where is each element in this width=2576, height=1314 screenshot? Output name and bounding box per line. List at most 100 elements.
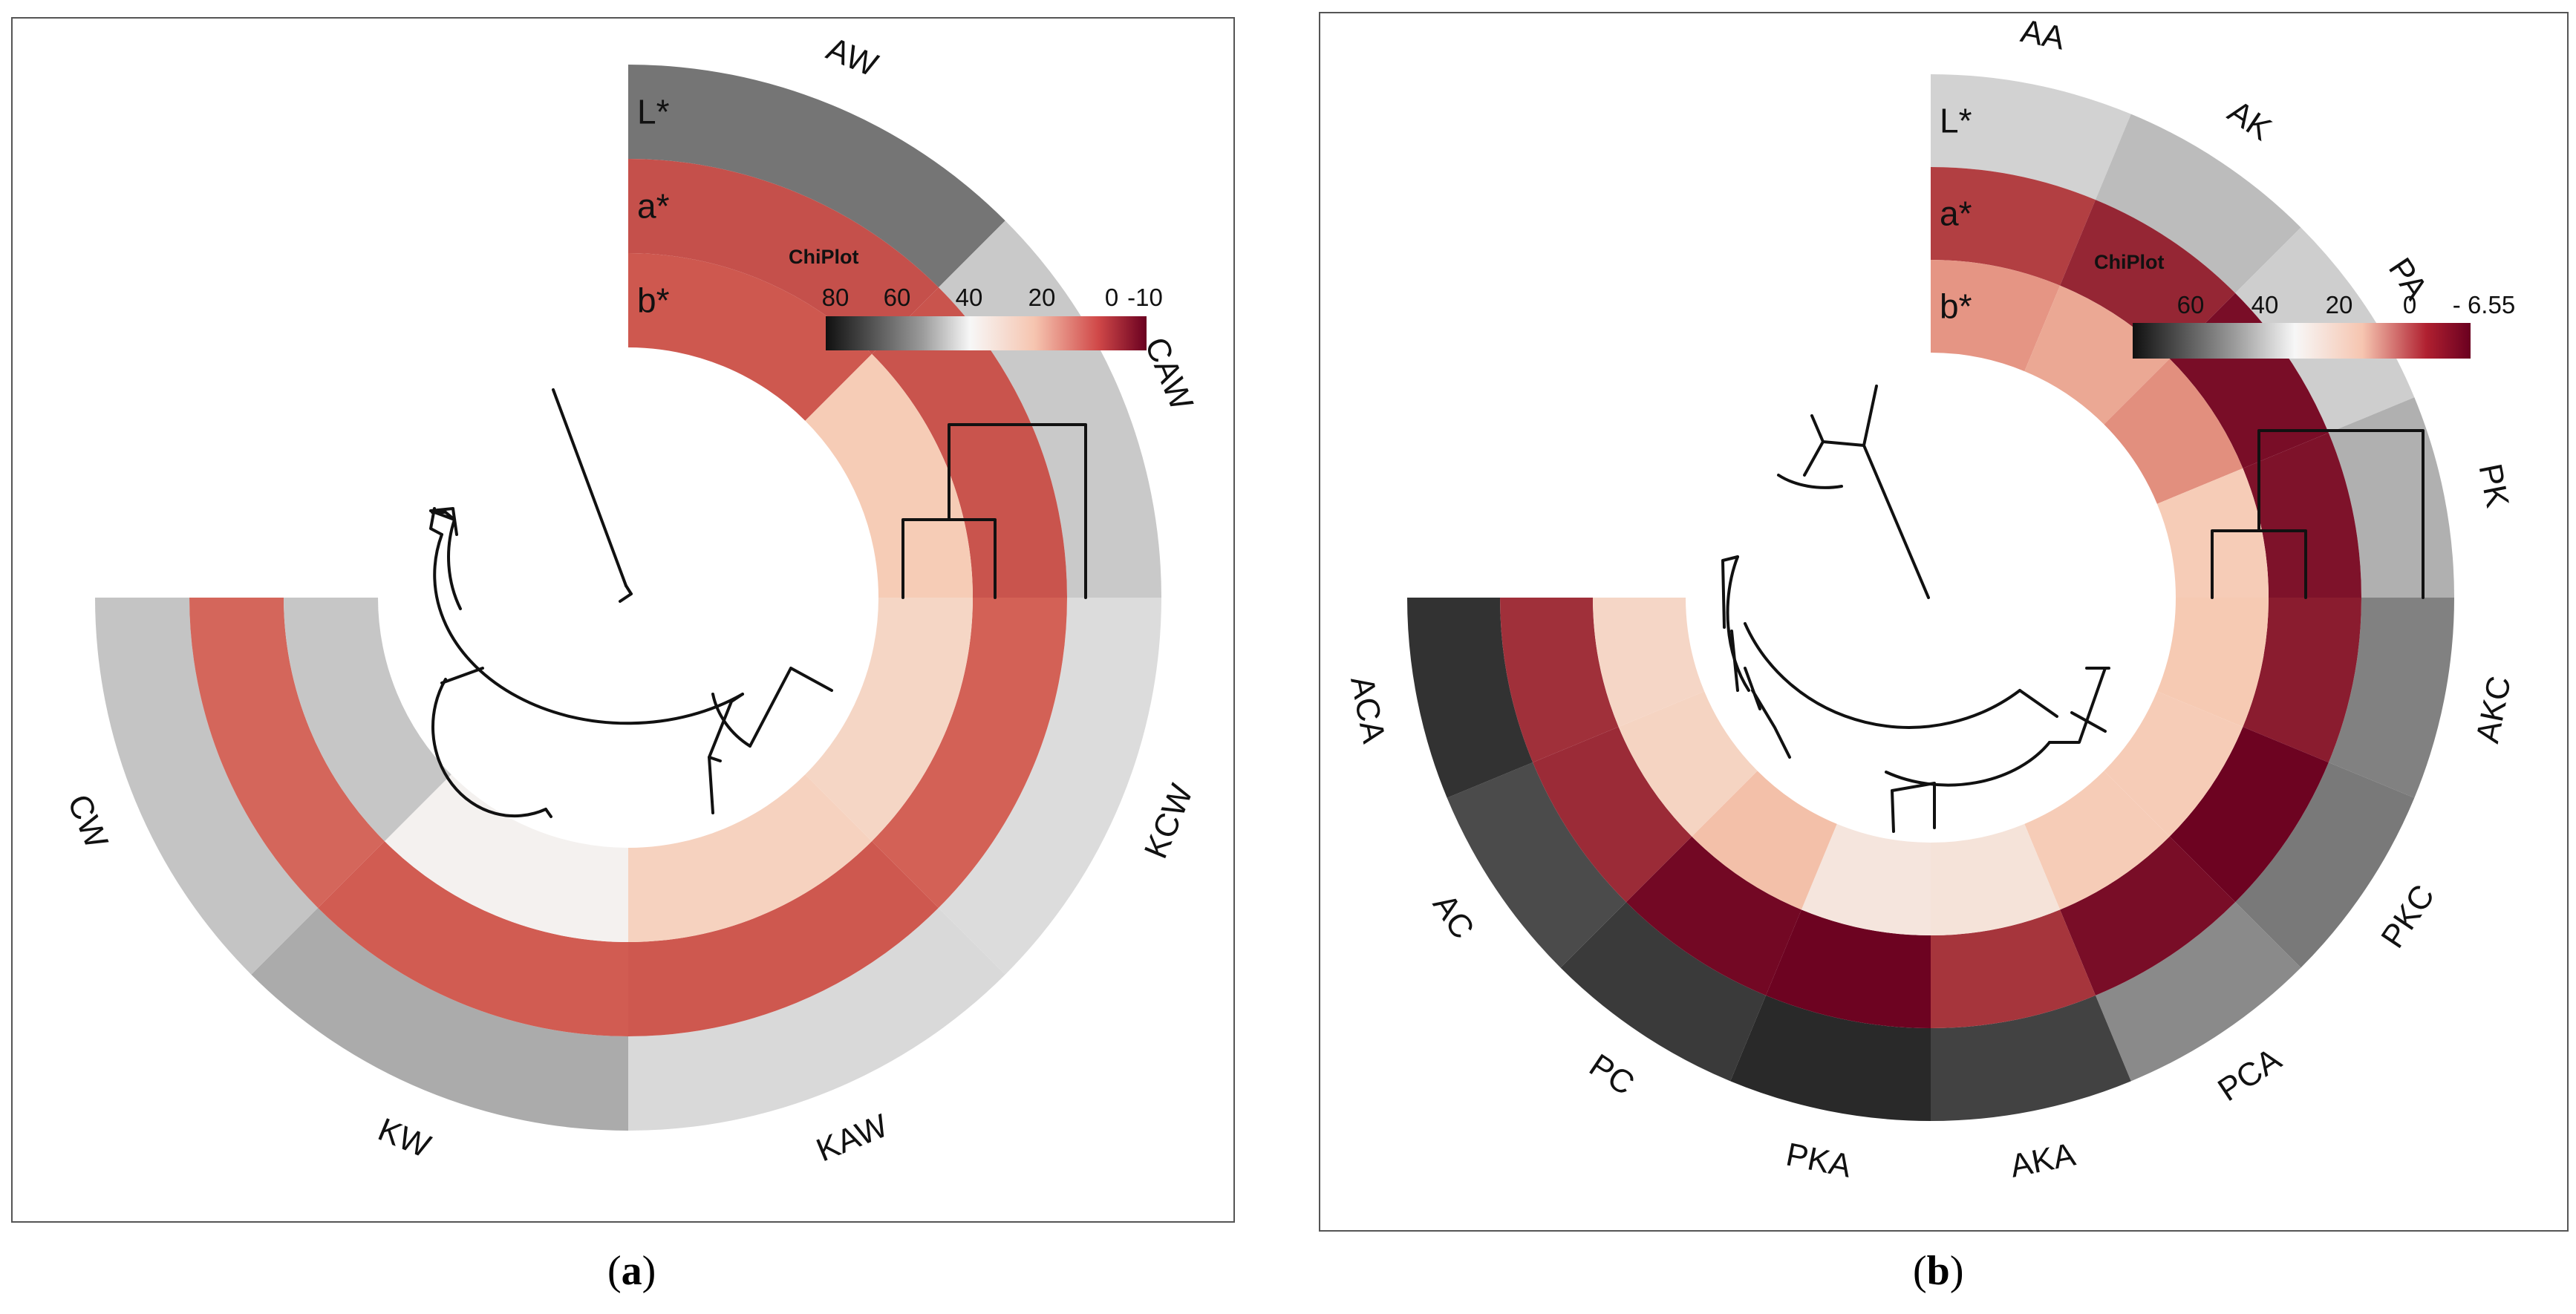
heat-cell-akc-l <box>2328 598 2454 798</box>
heat-cell-caw-b <box>805 353 973 598</box>
dendrogram-right-arc <box>711 693 751 748</box>
heat-cell-aka-b <box>1931 823 2061 935</box>
panel-a-caption: (a) <box>607 1248 656 1294</box>
ring-label-b: b* <box>1940 287 1972 326</box>
dendrogram-top-arc <box>1777 474 1843 489</box>
dendrogram-main-arc <box>433 533 744 725</box>
heat-cell-cw-a <box>189 598 385 908</box>
dendrogram-root-arc <box>1744 622 2021 729</box>
heat-cell-aca-a <box>1500 598 1619 762</box>
heat-cell-akc-a <box>2243 598 2361 762</box>
heat-cell-cw-l <box>95 598 319 975</box>
heat-cell-pkc-a <box>2169 727 2329 903</box>
dendrogram-caw-leaf <box>429 507 458 536</box>
dendrogram-upper-stem <box>619 592 633 603</box>
dendrogram-root-branch <box>1862 444 1930 599</box>
dendrogram-left-inner <box>431 511 456 521</box>
heat-cell-pka-b <box>1801 823 1931 935</box>
ring-label-a: a* <box>637 187 670 226</box>
heat-cell-aca-l <box>1407 598 1533 798</box>
panel-b-dendrogram <box>1721 385 2425 833</box>
dendrogram-right-stem <box>708 693 744 762</box>
heat-cell-pka-a <box>1766 909 1931 1028</box>
heat-cell-ac-l <box>1447 762 1626 968</box>
heat-cell-kcw-b <box>805 598 973 842</box>
panel-b-ring-labels: L* a* b* <box>1940 102 1972 326</box>
heat-cell-aa-l <box>1931 74 2131 200</box>
heat-cell-ak-a <box>2060 200 2236 359</box>
panel-b-legend-title: ChiPlot <box>2094 251 2165 273</box>
heat-cell-pc-b <box>1692 771 1837 910</box>
heat-cell-akc-b <box>2156 598 2269 728</box>
dendrogram-left-arc <box>1726 555 1750 692</box>
heat-cell-aka-a <box>1931 909 2096 1028</box>
legend-tick-label: 0 <box>1105 284 1118 311</box>
panel-a-legend-title: ChiPlot <box>789 246 859 268</box>
panel-a-legend-ticks: 80 60 40 20 0 -10 <box>822 284 1163 311</box>
dendrogram-left-stem <box>1721 555 1739 692</box>
ring-label-b: b* <box>637 281 670 320</box>
sample-label-pk: PK <box>2471 461 2516 511</box>
heat-cell-kw-a <box>318 841 628 1036</box>
heat-cell-caw-a <box>872 287 1067 598</box>
heat-cell-kaw-a <box>628 841 939 1036</box>
heat-cell-cw-b <box>284 598 451 842</box>
legend-tick-label: 20 <box>1028 284 1056 311</box>
heat-cell-aca-b <box>1593 598 1705 728</box>
panel-a-legend: ChiPlot 80 60 40 20 0 -10 <box>789 246 1163 350</box>
panel-a-dendrogram <box>429 388 1087 818</box>
dendrogram-lower-arc <box>1885 741 2051 787</box>
heat-cell-ac-a <box>1533 727 1692 903</box>
heat-cell-pkc-b <box>2104 691 2243 837</box>
sample-label-aa: AA <box>2018 13 2068 57</box>
heat-cell-aa-b <box>1931 260 2061 372</box>
dendrogram-right-stem <box>2018 667 2107 744</box>
heat-cell-aka-l <box>1931 995 2131 1121</box>
dendrogram-top-branch <box>1803 385 1878 477</box>
legend-tick-label: - 6.55 <box>2453 291 2515 318</box>
legend-tick-label: 60 <box>884 284 911 311</box>
dendrogram-cw-leaf <box>749 667 833 748</box>
heat-cell-kw-b <box>384 774 628 942</box>
heat-cell-ak-l <box>2095 114 2301 293</box>
legend-tick-label: 40 <box>956 284 983 311</box>
legend-tick-label: -10 <box>1127 284 1163 311</box>
dendrogram-root-stub <box>625 584 633 595</box>
legend-tick-label: 20 <box>2326 291 2353 318</box>
dendrogram-left-arc <box>447 518 462 610</box>
legend-tick-label: 0 <box>2403 291 2416 318</box>
heat-cell-kaw-l <box>628 907 1005 1131</box>
heat-cell-pc-a <box>1626 836 1801 996</box>
heat-cell-kaw-b <box>628 774 873 942</box>
heat-cell-aw-a <box>628 159 939 354</box>
heat-cell-ak-b <box>2024 285 2170 425</box>
dendrogram-root-branch <box>552 388 627 587</box>
ring-label-a: a* <box>1940 195 1972 233</box>
dendrogram-kaw-arc <box>431 678 547 818</box>
panel-a-ring-labels: L* a* b* <box>637 93 670 320</box>
ring-label-l: L* <box>1940 102 1972 140</box>
panel-b-legend-ticks: 60 40 20 0 - 6.55 <box>2177 291 2516 318</box>
legend-tick-label: 60 <box>2177 291 2205 318</box>
ring-label-l: L* <box>637 93 670 131</box>
heat-cell-pka-l <box>1730 995 1931 1121</box>
heat-cell-aw-l <box>628 65 1005 288</box>
dendrogram-kaw-stem <box>544 808 552 818</box>
panel-b-legend: ChiPlot 60 40 20 0 - 6.55 <box>2094 251 2515 359</box>
heat-cell-kcw-l <box>938 598 1161 975</box>
dendrogram-corner-b <box>948 423 1087 599</box>
dendrogram-right-inner <box>2070 667 2110 733</box>
heat-cell-pa-b <box>2104 359 2243 504</box>
dendrogram-corner-b <box>2257 429 2425 599</box>
panel-b-caption: (b) <box>1913 1248 1963 1294</box>
heat-cell-pca-b <box>2024 771 2170 910</box>
legend-tick-label: 40 <box>2251 291 2279 318</box>
heat-cell-aw-b <box>628 253 873 421</box>
panel-a-heat-rings <box>95 65 1161 1131</box>
heat-cell-pk-a <box>2243 433 2361 598</box>
legend-tick-label: 80 <box>822 284 850 311</box>
heat-cell-pkc-l <box>2235 762 2415 968</box>
